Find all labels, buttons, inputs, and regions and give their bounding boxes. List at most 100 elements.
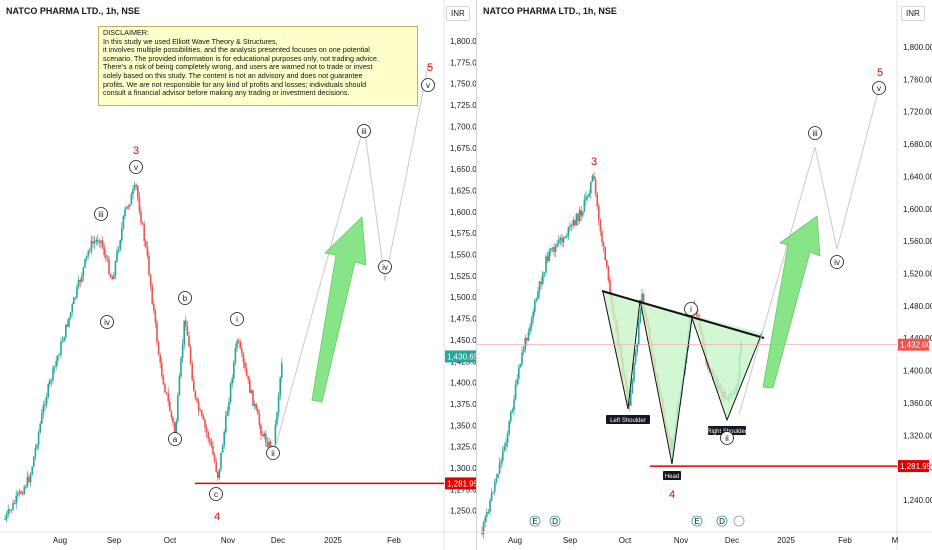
left-candle-body	[194, 391, 197, 399]
left-candle-body	[100, 240, 102, 243]
right-candle-body	[551, 247, 554, 249]
left-candle-body	[253, 404, 256, 406]
right-x-tick-label: Sep	[563, 536, 578, 545]
left-candle-body	[156, 322, 158, 343]
right-candle-body	[494, 482, 496, 492]
left-x-tick-label: Nov	[221, 536, 235, 545]
left-y-tick-label: 1,375.00	[450, 400, 476, 409]
right-candle-body	[630, 393, 632, 406]
right-wave-label: iii	[812, 129, 818, 138]
right-wave-label: 5	[877, 67, 883, 79]
right-candle-body	[492, 491, 494, 493]
left-candle-body	[132, 189, 134, 195]
left-candle-body	[159, 354, 161, 363]
left-candle-body	[109, 274, 112, 277]
left-candle-body	[95, 239, 97, 242]
left-candle-body	[221, 445, 224, 453]
right-x-tick-label: Feb	[838, 536, 852, 545]
left-candle-body	[234, 348, 237, 363]
right-candle-body	[554, 245, 557, 252]
left-candle-body	[181, 344, 184, 358]
left-wave-label-circle	[421, 78, 435, 92]
right-x-tick-label: Dec	[725, 536, 739, 545]
left-candle-body	[108, 259, 110, 275]
right-candle-body	[505, 443, 507, 447]
left-candle-body	[226, 410, 229, 416]
event-marker-circle[interactable]	[716, 515, 728, 527]
right-candle-body	[561, 237, 563, 243]
left-candle-body	[205, 427, 208, 433]
right-candle-body	[556, 243, 558, 246]
right-candle-body	[511, 409, 514, 413]
right-candle-body	[538, 281, 541, 292]
disclaimer-line: DISCLAIMER:	[103, 28, 149, 37]
right-candle-body	[519, 363, 522, 368]
right-candle-body	[574, 220, 576, 226]
left-candle-body	[71, 304, 73, 313]
left-candle-body	[55, 360, 57, 367]
left-candle-body	[277, 395, 280, 413]
right-wave-label: ii	[725, 434, 729, 443]
right-chart-canvas[interactable]: 1,800.00 1,760.00 1,720.00 1,680.00 1,640.00…	[477, 0, 932, 550]
left-chart-pane[interactable]: 1,800.00 1,775.00 1,750.00 1,725.00 1,700.00…	[0, 0, 477, 550]
event-marker: D	[552, 517, 558, 526]
left-candle-body	[193, 380, 195, 392]
left-y-tick-label: 1,650.00	[450, 165, 476, 174]
left-candle-body	[5, 513, 8, 520]
left-candle-body	[101, 240, 104, 248]
right-candle-body	[583, 199, 586, 212]
right-y-tick-label: 1,400.00	[903, 367, 932, 376]
right-wave-label: 3	[591, 156, 597, 168]
left-chart-canvas[interactable]: 1,800.00 1,775.00 1,750.00 1,725.00 1,700.00…	[0, 0, 476, 550]
right-candle-body	[542, 272, 544, 284]
left-candle-body	[114, 261, 117, 276]
left-currency-label[interactable]: INR	[446, 6, 470, 21]
left-candle-body	[213, 454, 216, 462]
right-candle-body	[535, 298, 538, 301]
left-candle-body	[204, 419, 206, 428]
event-marker-circle[interactable]	[529, 515, 541, 527]
right-wave-label: v	[877, 84, 881, 93]
pattern-label: Head	[665, 474, 679, 480]
left-y-tick-label: 1,750.00	[450, 80, 476, 89]
event-marker-circle[interactable]	[549, 515, 561, 527]
right-chart-pane[interactable]: 1,800.00 1,760.00 1,720.00 1,680.00 1,640.00…	[477, 0, 932, 550]
right-currency-label[interactable]: INR	[901, 6, 925, 21]
left-candle-body	[276, 412, 278, 425]
left-candle-body	[210, 441, 213, 446]
left-candle-body	[175, 421, 177, 433]
left-candle-body	[274, 424, 277, 448]
right-wave-label-circle	[808, 126, 822, 140]
left-candle-body	[281, 363, 283, 378]
right-candle-body	[634, 352, 637, 363]
left-candle-body	[36, 445, 38, 448]
left-support-tag-bg	[445, 477, 476, 490]
left-wave-label: b	[183, 294, 188, 303]
left-candle-body	[50, 380, 53, 382]
left-projection-path	[274, 66, 429, 449]
left-candle-body	[68, 317, 70, 327]
event-marker-circle[interactable]	[691, 515, 703, 527]
left-y-tick-label: 1,775.00	[450, 58, 476, 67]
lightning-icon[interactable]	[733, 515, 745, 527]
left-wave-label: a	[173, 435, 178, 444]
left-candle-body	[135, 184, 137, 186]
left-wave-label: iv	[382, 263, 388, 272]
right-candle-body	[609, 279, 611, 295]
left-candle-body	[13, 502, 16, 504]
left-candle-body	[220, 452, 222, 470]
left-candle-body	[52, 367, 54, 381]
right-candle-body	[545, 256, 547, 273]
left-candle-body	[130, 194, 133, 205]
left-candle-body	[90, 240, 93, 251]
left-wave-label-circle	[178, 291, 192, 305]
right-candle-body	[537, 291, 539, 299]
left-candle-body	[93, 241, 96, 244]
left-candle-body	[162, 376, 165, 385]
right-candle-body	[532, 311, 534, 319]
right-candle-body	[572, 220, 574, 226]
left-candle-body	[263, 433, 265, 437]
right-y-tick-label: 1,600.00	[903, 205, 932, 214]
right-x-tick-label: 2025	[777, 536, 795, 545]
left-candle-body	[82, 267, 85, 277]
